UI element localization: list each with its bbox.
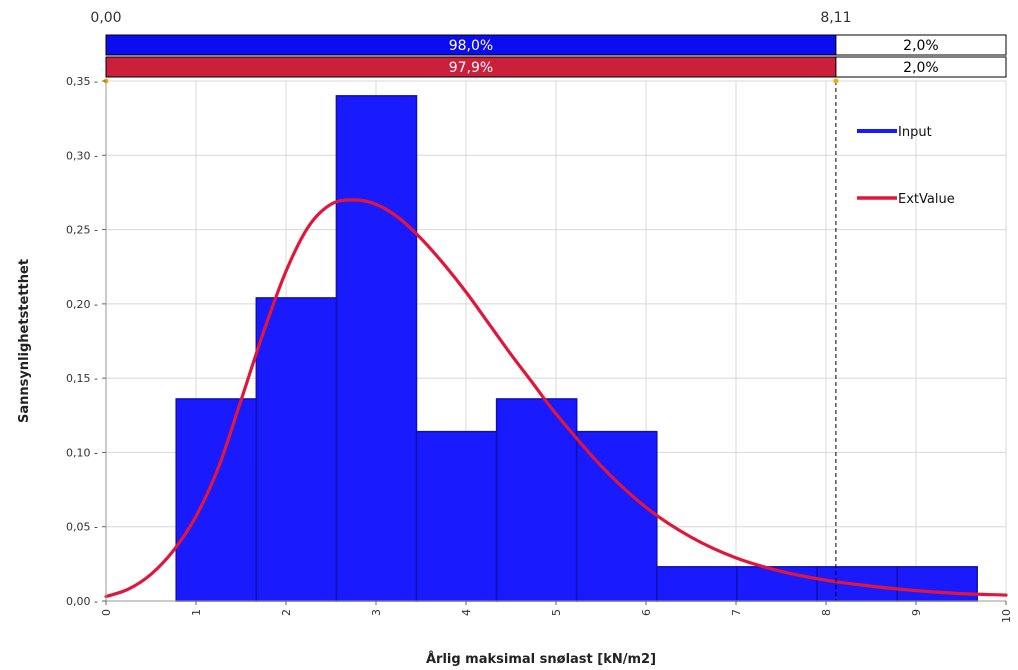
histogram-bar	[736, 566, 818, 602]
x-axis-title: Årlig maksimal snølast [kN/m2]	[426, 651, 656, 667]
probability-bars: 0,00 8,11 98,0% 2,0% 97,9% 2,0%	[90, 10, 1007, 78]
y-tick-label: 0,30 -	[66, 149, 98, 162]
histogram-bar	[656, 566, 738, 602]
probability-bar-right	[835, 34, 1007, 56]
x-tick-label: 7	[730, 609, 743, 616]
y-tick-label: 0,00 -	[66, 595, 98, 608]
histogram-bar	[335, 95, 418, 602]
delimiter-marker-right	[833, 78, 839, 84]
x-tick-label: 0	[100, 609, 113, 616]
x-tick-label: 3	[370, 609, 383, 616]
delimiter-value-left: 0,00	[90, 10, 121, 26]
histogram-bar	[415, 430, 498, 602]
probability-left-label: 97,9%	[449, 60, 493, 76]
histogram-bar	[255, 297, 338, 602]
y-tick-label: 0,05 -	[66, 521, 98, 534]
x-tick-label: 4	[460, 609, 473, 616]
y-axis-title: Sannsynlighetstetthet	[17, 259, 32, 423]
histogram-bar	[175, 398, 258, 602]
delimiter-value-right: 8,11	[820, 10, 851, 26]
histogram-bar	[495, 398, 578, 602]
x-tick-label: 6	[640, 609, 653, 616]
legend: Input ExtValue	[857, 125, 955, 207]
x-tick-label: 10	[1000, 609, 1013, 623]
x-tick-label: 8	[820, 609, 833, 616]
histogram-bar	[575, 430, 658, 602]
legend-label: ExtValue	[898, 192, 955, 207]
y-tick-label: 0,10 -	[66, 446, 98, 459]
probability-bar-right	[835, 56, 1007, 78]
x-tick-label: 2	[280, 609, 293, 616]
axes: 0 1 2 3 4 5 6 7 8 9 10 0,00 - 0,05 - 0,10 - 0,15 - 0,20…	[66, 75, 1013, 623]
probability-right-label: 2,0%	[903, 60, 939, 76]
series-line-extvalue	[104, 198, 1008, 599]
probability-left-label: 98,0%	[449, 38, 493, 54]
y-tick-label: 0,25 -	[66, 224, 98, 237]
x-tick-label: 5	[550, 609, 563, 616]
probability-right-label: 2,0%	[903, 38, 939, 54]
x-tick-label: 1	[190, 609, 203, 616]
y-tick-label: 0,20 -	[66, 298, 98, 311]
histogram-bars	[175, 95, 978, 602]
y-tick-label: 0,35 -	[66, 75, 98, 88]
legend-label: Input	[898, 125, 932, 140]
x-tick-label: 9	[910, 609, 923, 616]
y-tick-label: 0,15 -	[66, 372, 98, 385]
histogram-bar	[896, 566, 978, 602]
